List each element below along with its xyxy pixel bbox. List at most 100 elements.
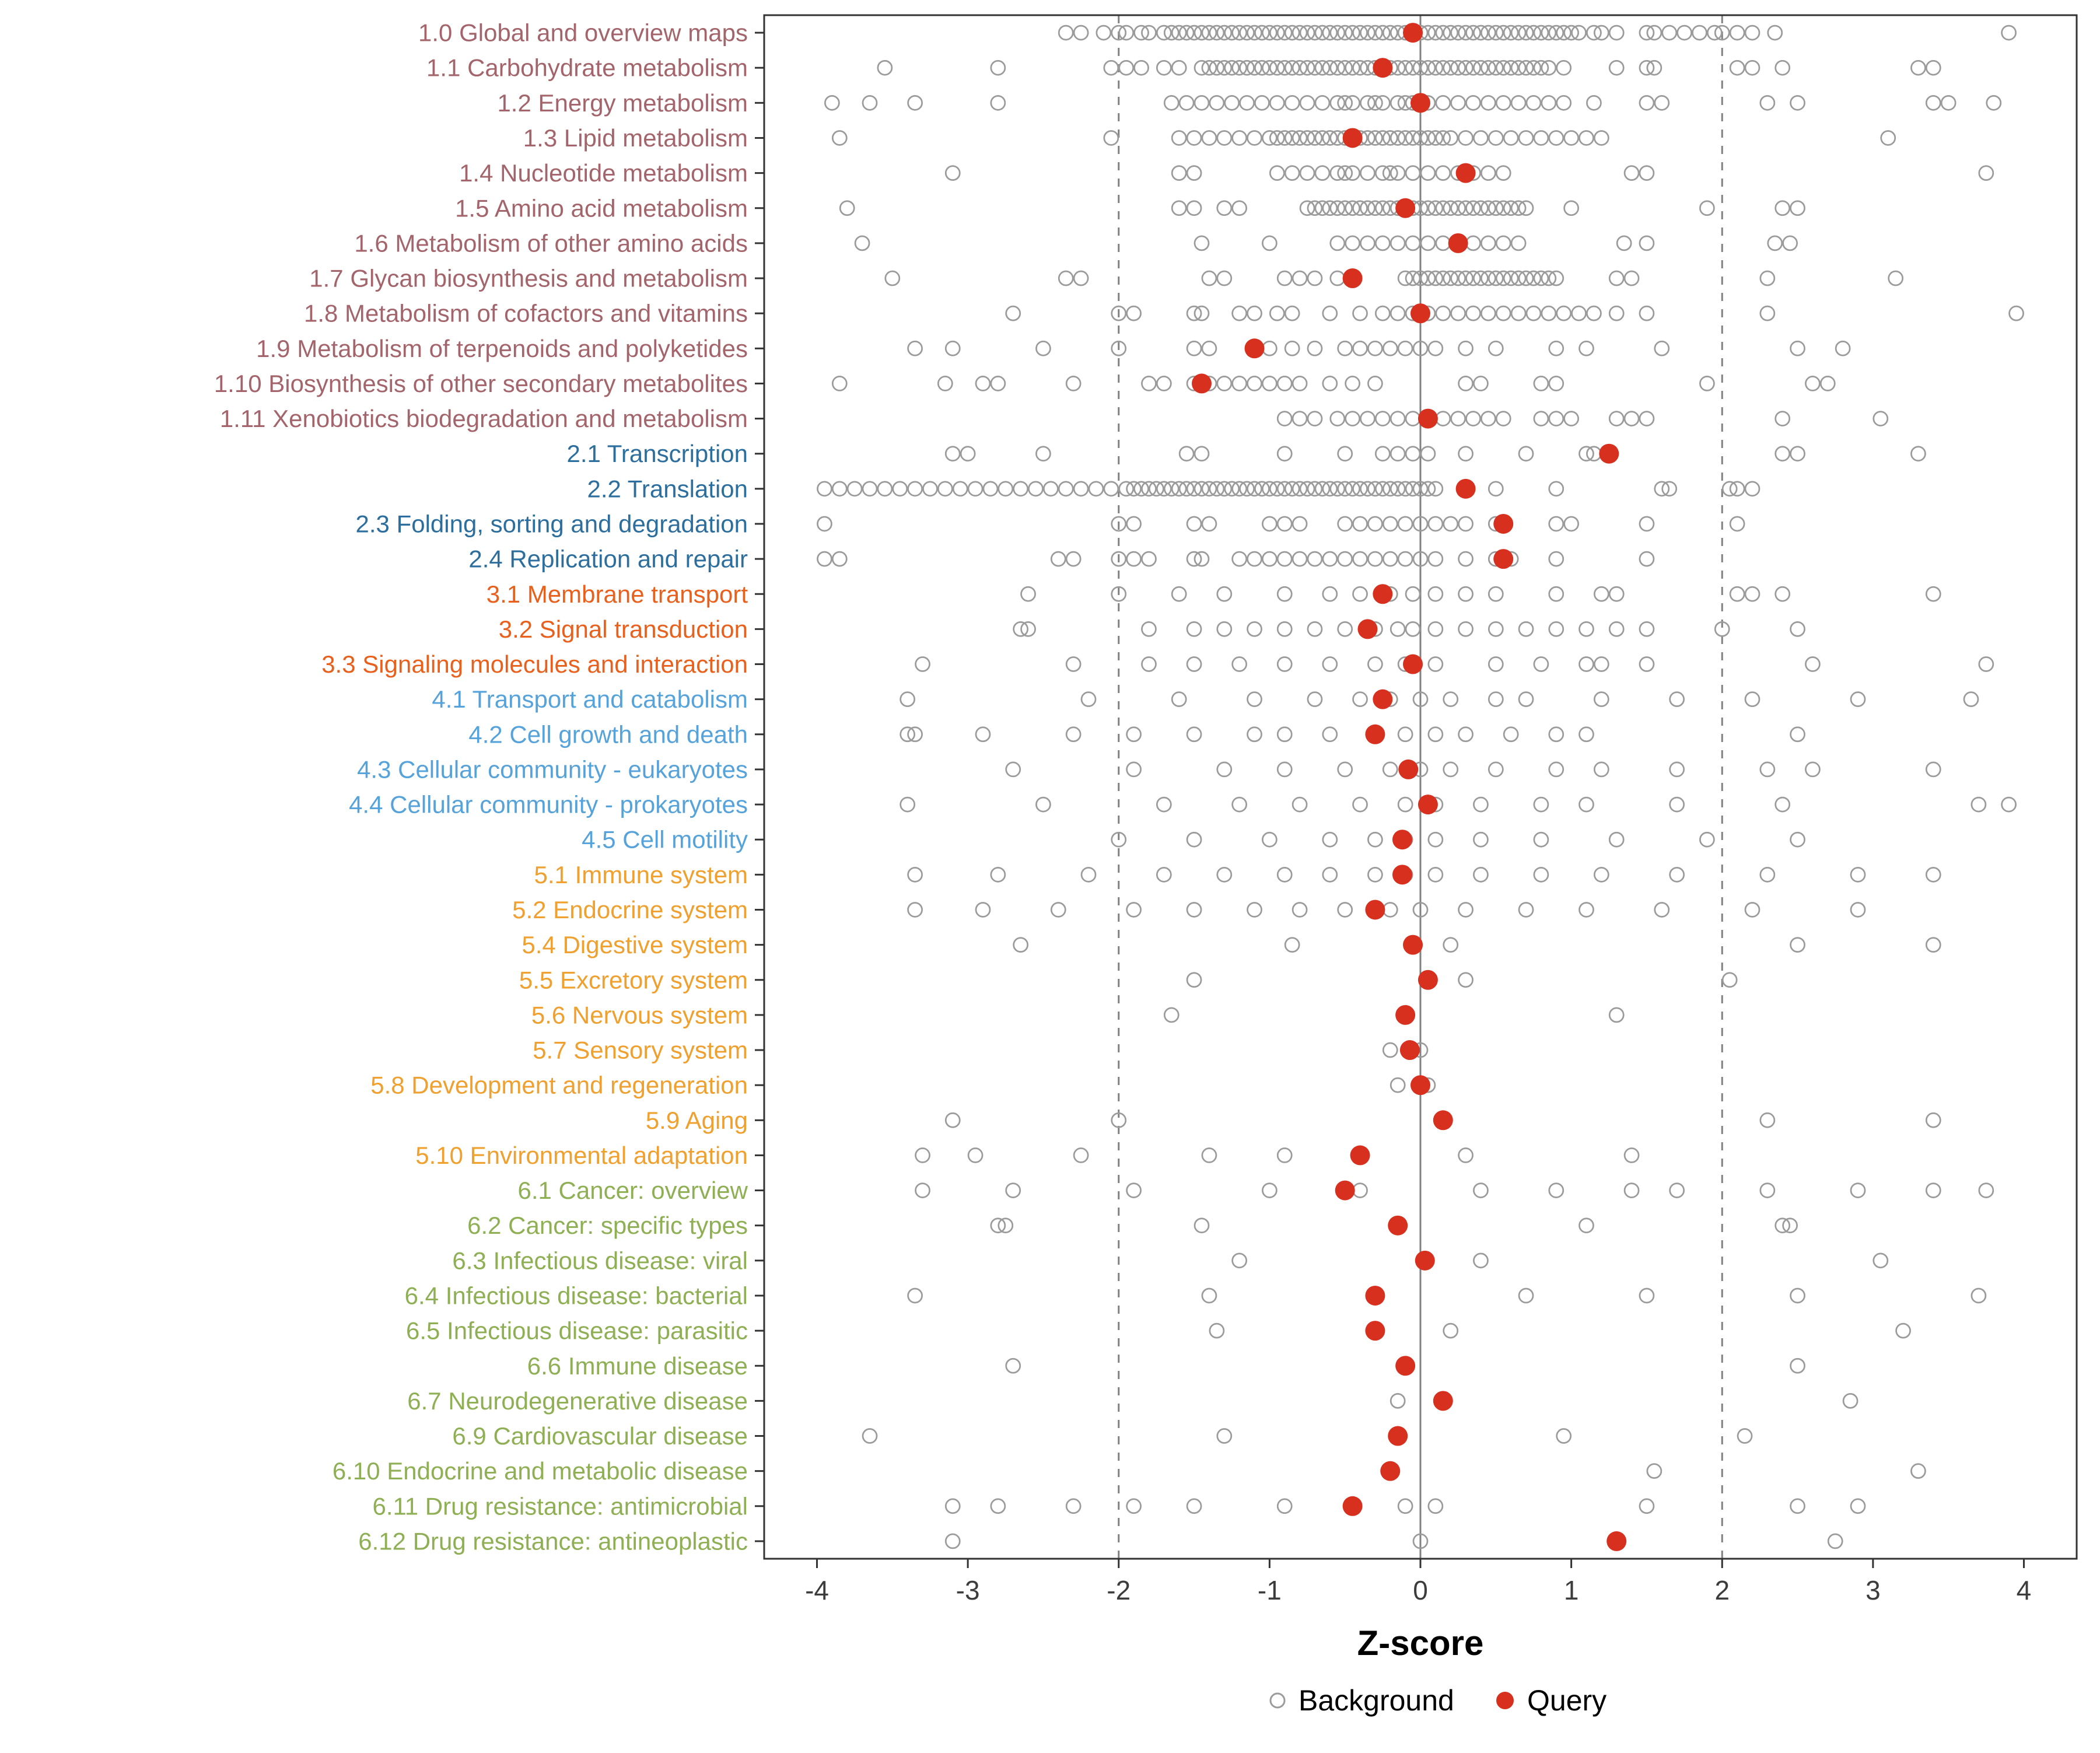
background-point [1216, 376, 1233, 391]
background-point [1412, 60, 1429, 76]
background-point [1307, 691, 1323, 708]
background-point [1450, 200, 1466, 216]
background-point [1427, 516, 1444, 532]
background-point [1284, 95, 1300, 111]
background-point [1759, 1182, 1776, 1198]
background-point [1435, 165, 1451, 181]
background-point [1503, 270, 1519, 286]
background-point [1337, 761, 1353, 778]
x-tick-label: -2 [1107, 1575, 1130, 1605]
background-point [1435, 25, 1451, 41]
background-point [1096, 25, 1112, 41]
query-point [1448, 233, 1468, 253]
background-point [1548, 376, 1564, 391]
background-point [1412, 481, 1429, 497]
background-point [1737, 1428, 1753, 1444]
background-point [1503, 60, 1519, 76]
background-point [1276, 1498, 1293, 1514]
y-axis-label: 2.4 Replication and repair [468, 545, 748, 573]
background-point [1774, 60, 1791, 76]
background-point [1495, 270, 1511, 286]
background-point [1405, 130, 1421, 146]
background-point [1329, 200, 1346, 216]
background-point [1276, 726, 1293, 743]
background-point [1126, 551, 1142, 567]
background-point [1533, 866, 1549, 883]
background-point [1556, 1428, 1572, 1444]
background-point [1337, 621, 1353, 637]
background-point [1247, 551, 1262, 567]
background-point [1473, 831, 1489, 848]
background-point [1578, 340, 1594, 356]
background-point [1329, 235, 1346, 251]
background-point [1510, 270, 1527, 286]
background-point [1654, 95, 1670, 111]
background-point [817, 551, 832, 567]
background-point [1412, 551, 1429, 567]
background-point [1721, 972, 1738, 988]
background-point [1065, 726, 1082, 743]
background-point [1239, 95, 1255, 111]
background-point [1322, 25, 1338, 41]
background-point [1194, 25, 1210, 41]
background-point [1194, 446, 1210, 462]
background-point [817, 516, 832, 532]
background-point [1925, 60, 1941, 76]
background-point [1850, 866, 1866, 883]
query-point [1342, 1496, 1363, 1516]
background-point [1201, 481, 1217, 497]
background-point [1578, 1217, 1594, 1234]
background-point [1533, 130, 1549, 146]
background-point [1458, 902, 1474, 918]
background-point [1080, 691, 1097, 708]
background-point [1465, 95, 1481, 111]
background-point [1563, 516, 1579, 532]
background-point [1563, 200, 1579, 216]
background-point [1623, 1182, 1640, 1198]
background-point [1473, 866, 1489, 883]
background-point [975, 726, 991, 743]
background-point [1412, 270, 1429, 286]
background-point [1405, 60, 1421, 76]
background-point [1005, 1357, 1021, 1374]
background-point [1706, 25, 1723, 41]
background-point [1443, 200, 1459, 216]
background-point [1405, 446, 1421, 462]
background-point [1186, 726, 1202, 743]
background-point [1141, 481, 1157, 497]
background-point [1126, 761, 1142, 778]
background-point [1390, 95, 1406, 111]
background-point [1427, 621, 1444, 637]
background-point [1639, 25, 1655, 41]
background-point [1292, 902, 1308, 918]
background-point [1676, 25, 1692, 41]
background-point [1345, 200, 1360, 216]
background-point [1397, 516, 1413, 532]
background-point [1443, 60, 1459, 76]
background-point [1397, 481, 1413, 497]
background-point [1518, 25, 1534, 41]
background-point [1480, 305, 1496, 321]
query-point [1388, 1426, 1408, 1446]
background-point [1639, 1287, 1655, 1304]
background-point [1759, 95, 1776, 111]
background-point [1480, 95, 1496, 111]
background-point [1639, 235, 1655, 251]
background-point [1790, 446, 1805, 462]
background-point [1262, 1182, 1278, 1198]
background-point [1639, 411, 1655, 426]
background-point [1118, 25, 1135, 41]
background-point [1224, 95, 1240, 111]
background-point [1548, 25, 1564, 41]
background-point [1307, 551, 1323, 567]
background-point [1525, 305, 1542, 321]
background-point [1020, 621, 1036, 637]
background-point [1790, 1498, 1805, 1514]
background-point [1623, 1147, 1640, 1163]
background-point [1186, 340, 1202, 356]
background-point [1541, 305, 1557, 321]
background-point [1435, 130, 1451, 146]
background-point [1254, 25, 1270, 41]
background-point [1443, 270, 1459, 286]
background-point [1382, 340, 1398, 356]
